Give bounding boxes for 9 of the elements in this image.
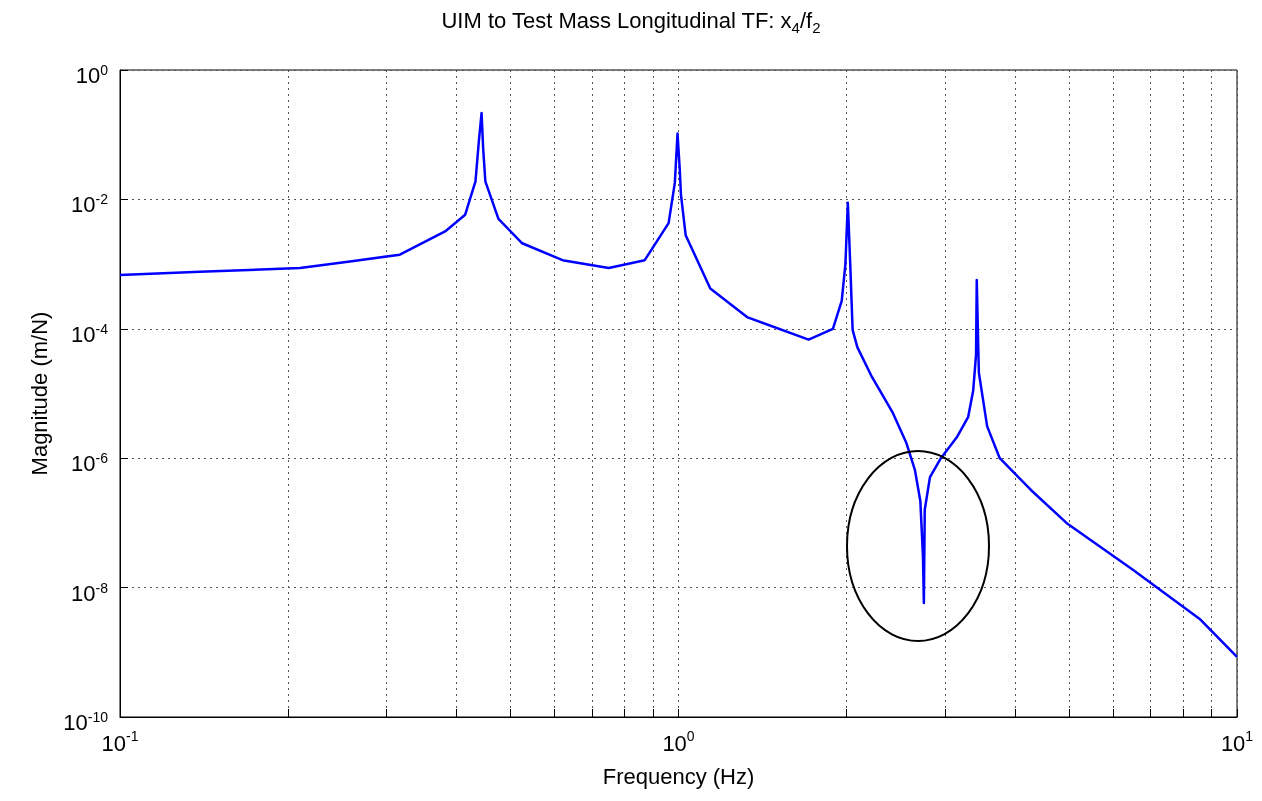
x-axis-title: Frequency (Hz) [602, 763, 755, 789]
y-tick-label: 10$^{-10}$ [63, 709, 108, 736]
y-tick-label: 10$^{-4}$ [71, 319, 108, 349]
y-axis-title: Magnitude (m/N) [26, 311, 52, 476]
y-tick-label: 10$^{0}$ [75, 61, 108, 90]
y-tick-label: 10$^{-2}$ [71, 190, 108, 219]
y-tick-label: 10$^{-6}$ [71, 449, 108, 478]
y-tick-label: 10$^{-8}$ [71, 578, 108, 607]
chart-title: UIM to Test Mass Longitudinal TF: x$_{4}$/f$_{2}$ [440, 8, 822, 37]
